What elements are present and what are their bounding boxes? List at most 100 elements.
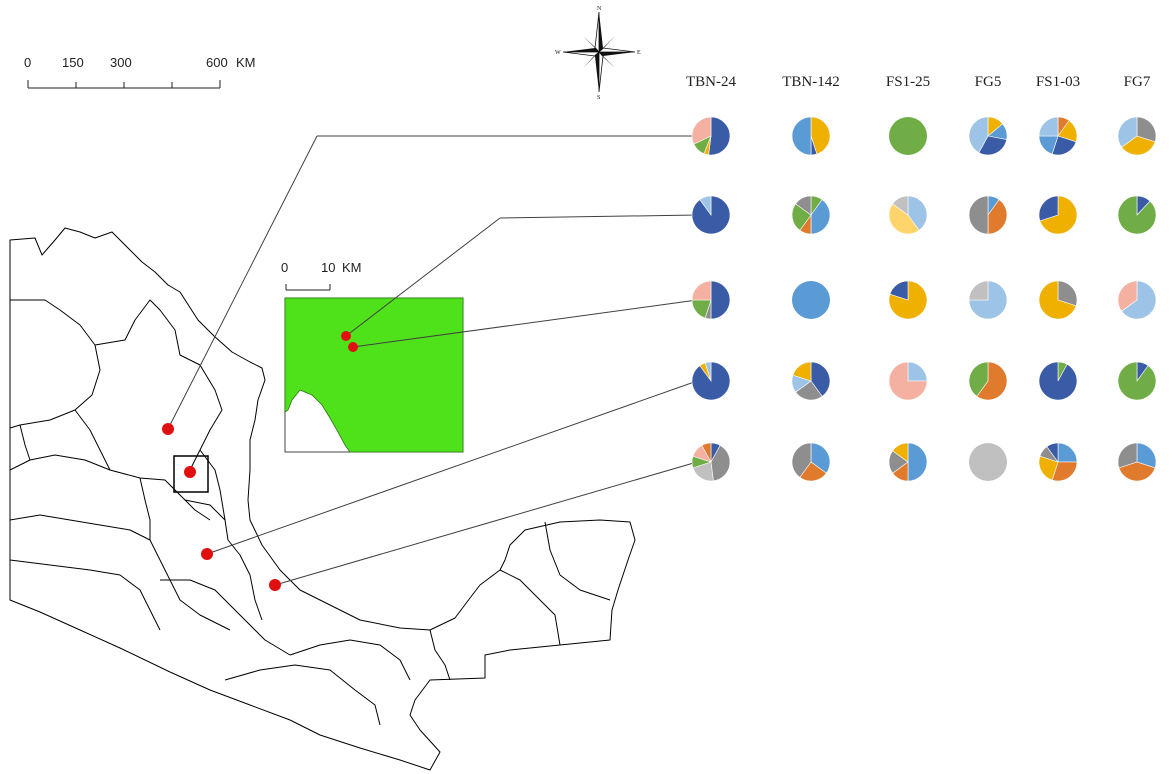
pie-chart — [888, 280, 928, 320]
pie-chart — [691, 195, 731, 235]
state-border — [9, 454, 211, 521]
pie-slice — [691, 116, 712, 145]
pie-slice — [810, 361, 831, 397]
pie-chart — [888, 195, 928, 235]
site-marker — [162, 423, 174, 435]
column-header: TBN-142 — [782, 74, 840, 90]
site-marker — [184, 466, 196, 478]
pie-slice — [907, 195, 928, 231]
connector-line — [345, 217, 501, 337]
pie-slice — [791, 203, 812, 231]
scale-tick-0: 0 — [24, 55, 31, 70]
pie-chart — [791, 116, 831, 156]
column-header: FG7 — [1124, 74, 1151, 90]
pie-slice — [978, 135, 1008, 156]
connector-line — [167, 135, 318, 430]
pie-slice — [976, 361, 1008, 401]
pie-slice — [1117, 195, 1157, 235]
pie-slice — [710, 444, 731, 482]
pie-slice — [791, 116, 812, 156]
pie-chart — [1038, 442, 1078, 482]
inset-scale-unit: KM — [342, 260, 362, 275]
state-border — [19, 424, 31, 461]
pie-slice — [1057, 442, 1078, 463]
connector-line — [499, 214, 698, 219]
state-border — [184, 499, 263, 621]
pie-slice — [710, 280, 731, 320]
state-border — [9, 559, 161, 631]
pie-slice — [888, 203, 920, 235]
pie-slice — [1038, 361, 1078, 401]
pie-slice — [987, 199, 1008, 235]
inset-locator-box — [173, 455, 209, 493]
pie-chart — [968, 361, 1008, 401]
pie-chart — [791, 442, 831, 482]
column-header: FS1-03 — [1036, 74, 1080, 90]
coastline — [9, 227, 636, 771]
pie-slice — [810, 442, 831, 474]
pie-slice — [1038, 455, 1059, 481]
connector-line — [206, 380, 698, 555]
pie-slice — [810, 199, 831, 235]
pie-slice — [792, 361, 812, 382]
pie-slice — [1117, 280, 1138, 312]
pie-slice — [1117, 442, 1138, 469]
pie-slice — [701, 442, 712, 463]
pie-slice — [1117, 361, 1157, 401]
north-arrow-icon: N S E W — [555, 6, 641, 101]
pie-chart — [791, 361, 831, 401]
scale-tick-150: 150 — [62, 55, 84, 70]
pie-chart — [1117, 116, 1157, 156]
pie-slice — [708, 116, 731, 156]
scale-unit: KM — [236, 55, 256, 70]
site-markers — [162, 331, 358, 591]
pie-slice — [792, 281, 830, 319]
state-border — [9, 299, 101, 429]
scale-tick-600: 600 — [206, 55, 228, 70]
pie-slice — [889, 280, 909, 301]
pie-chart — [888, 361, 928, 401]
pie-slice — [1051, 461, 1078, 482]
compass-w: W — [555, 50, 561, 56]
pie-slice — [907, 361, 928, 382]
pie-slice — [892, 442, 909, 463]
state-border — [289, 639, 411, 681]
pie-chart — [792, 281, 830, 319]
state-border — [139, 477, 151, 540]
pie-slice — [1046, 442, 1059, 463]
pie-slice — [791, 442, 812, 478]
pie-slice — [907, 442, 928, 482]
pie-slice — [968, 116, 989, 154]
state-border — [224, 664, 381, 726]
connector-line — [352, 299, 698, 348]
pie-chart-grid — [691, 116, 1157, 482]
column-header: TBN-24 — [686, 74, 736, 90]
pie-chart — [888, 442, 928, 482]
inset-scale-tick-10: 10 — [321, 260, 335, 275]
state-border — [9, 514, 231, 631]
pie-slice — [1038, 195, 1059, 222]
pie-slice — [1121, 280, 1157, 320]
pie-slice — [1118, 461, 1156, 482]
state-border — [74, 409, 111, 471]
pie-chart — [968, 116, 1008, 156]
pie-slice — [795, 380, 823, 401]
column-header: FG5 — [975, 74, 1002, 90]
site-marker — [269, 579, 281, 591]
pie-chart — [1038, 280, 1078, 320]
column-headers: TBN-24 TBN-142 FS1-25 FG5 FS1-03 FG7 — [686, 74, 1151, 90]
pie-chart — [791, 195, 831, 235]
compass-e: E — [637, 50, 641, 56]
site-marker — [348, 342, 358, 352]
pie-chart — [1038, 116, 1078, 156]
state-border — [94, 299, 223, 471]
pie-slice — [1136, 116, 1157, 143]
pie-chart — [1117, 442, 1157, 482]
pie-slice — [968, 361, 989, 397]
pie-slice — [795, 195, 812, 216]
pie-chart — [691, 442, 731, 482]
site-marker — [201, 548, 213, 560]
pie-chart — [969, 443, 1007, 481]
inset-map: 0 10 KM — [281, 260, 464, 453]
